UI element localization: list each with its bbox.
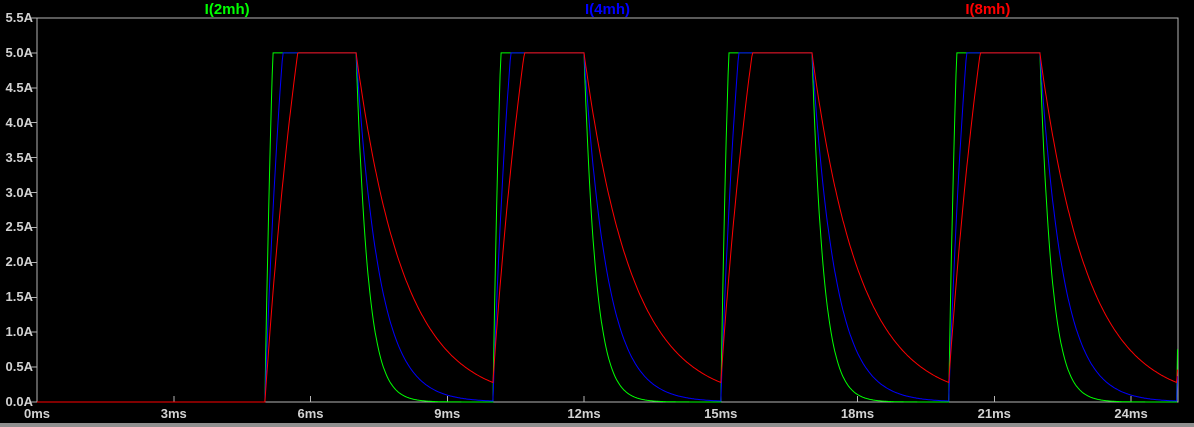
x-axis-label: 24ms [1114,406,1148,421]
y-axis-label: 3.0A [5,184,33,200]
x-axis-label: 0ms [23,406,51,421]
legend-i8mh[interactable]: I(8mh) [965,1,1011,18]
y-axis-label: 3.5A [5,149,33,165]
y-axis-label: 1.0A [5,324,33,340]
x-axis-label: 15ms [704,406,738,421]
x-axis-label: 9ms [434,406,461,421]
y-axis-label: 0.0A [5,394,33,409]
trace-i8mh [37,52,1178,403]
y-axis-label: 5.5A [5,10,33,25]
y-axis-label: 1.5A [5,289,33,305]
x-axis-label: 21ms [977,406,1011,421]
y-axis-label: 2.0A [5,254,33,270]
y-axis-label: 4.5A [5,79,33,95]
x-axis-label: 6ms [297,406,324,421]
trace-i2mh [37,52,1178,403]
plot-border [36,17,1179,403]
trace-i4mh [37,52,1178,403]
legend-i4mh[interactable]: I(4mh) [585,1,630,18]
y-axis-label: 4.0A [5,114,33,130]
y-axis-label: 0.5A [5,359,33,375]
legend-i2mh[interactable]: I(2mh) [204,1,250,18]
y-axis-label: 5.0A [5,44,33,60]
bottom-divider [0,423,1194,427]
x-axis-label: 3ms [160,406,187,421]
x-axis-label: 12ms [567,406,601,421]
x-axis-label: 18ms [840,406,875,421]
y-axis-label: 2.5A [5,219,33,235]
